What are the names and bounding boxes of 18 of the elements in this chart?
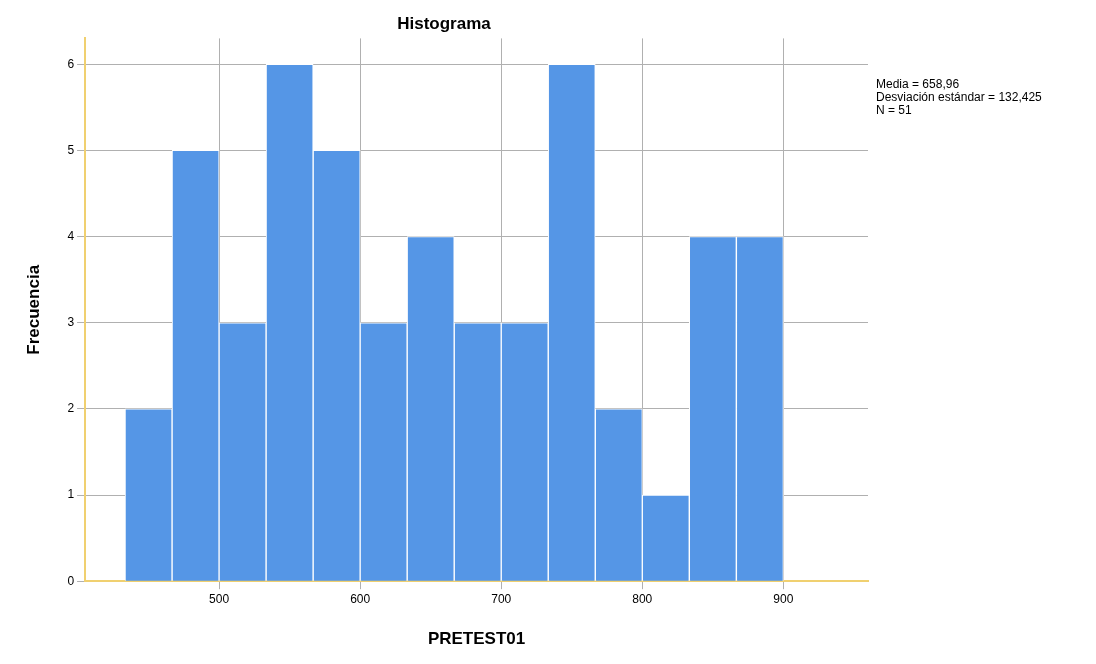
y-tick-label: 3 bbox=[67, 315, 75, 330]
x-tick-label: 800 bbox=[632, 591, 653, 606]
text: N = 51 bbox=[876, 103, 913, 117]
x-tick-label: 900 bbox=[773, 591, 794, 606]
y-tick-label: 4 bbox=[67, 228, 75, 243]
y-tick-label: 5 bbox=[67, 142, 75, 157]
x-tick-label: 500 bbox=[209, 591, 230, 606]
y-tick-label: 0 bbox=[67, 573, 75, 588]
x-axis-title: PRETEST01 bbox=[427, 629, 526, 649]
y-tick-label: 2 bbox=[67, 401, 75, 416]
chart-title: Histograma bbox=[397, 13, 492, 33]
text: Media = 658,96 bbox=[876, 77, 961, 91]
text: Desviación estándar = 132,425 bbox=[876, 90, 1042, 104]
y-tick-label: 1 bbox=[67, 487, 75, 502]
y-axis-title: Frecuencia bbox=[23, 264, 43, 355]
x-tick-label: 600 bbox=[350, 591, 371, 606]
x-tick-label: 700 bbox=[491, 591, 512, 606]
y-tick-label: 6 bbox=[67, 56, 75, 71]
